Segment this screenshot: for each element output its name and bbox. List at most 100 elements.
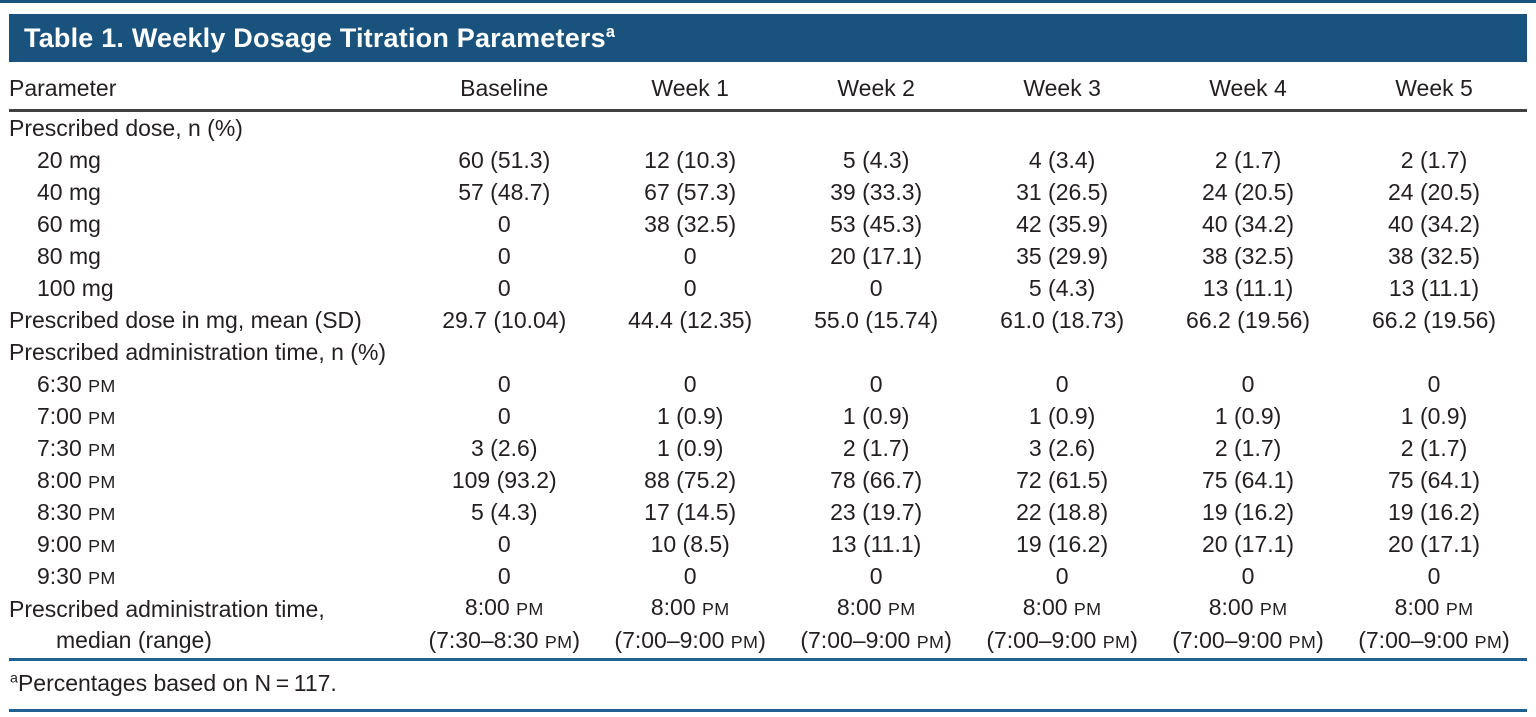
table-row: 7:30 PM 3 (2.6) 1 (0.9) 2 (1.7) 3 (2.6) 2 (1.… — [9, 432, 1527, 464]
table-title-bar: Table 1. Weekly Dosage Titration Paramet… — [9, 14, 1527, 62]
cell-value: 19 (16.2) — [1202, 498, 1295, 525]
cell-value: 60 (51.3) — [458, 146, 551, 173]
table-body: Prescribed dose, n (%) 20 mg 60 (51.3) 12 (… — [9, 111, 1527, 659]
cell-value: 0 — [1055, 562, 1069, 589]
cell-value: 0 — [683, 242, 697, 269]
footnote-text: Percentages based on N = 117. — [17, 670, 337, 696]
small-caps-pm: PM — [88, 375, 116, 396]
small-caps-pm: PM — [1474, 632, 1503, 652]
small-caps-pm: PM — [916, 632, 945, 652]
column-header-parameter: Parameter — [9, 75, 117, 101]
row-label: Prescribed dose in mg, mean (SD) — [9, 306, 362, 333]
cell-value — [411, 336, 597, 368]
cell-value: 5 (4.3) — [842, 146, 910, 173]
cell-value: 0 — [497, 402, 511, 429]
row-label: 80 mg — [37, 242, 101, 269]
cell-value: 0 — [497, 274, 511, 301]
cell-value: 2 (1.7) — [1214, 434, 1282, 461]
table-row: 9:00 PM 0 10 (8.5) 13 (11.1) 19 (16.2) 20 (17… — [9, 528, 1527, 560]
cell-value: 0 — [1427, 562, 1441, 589]
row-label: 60 mg — [37, 210, 101, 237]
column-header-week1: Week 1 — [651, 75, 729, 101]
cell-value: 8:00 PM (7:30–8:30 PM) — [428, 594, 581, 653]
cell-value: 44.4 (12.35) — [628, 306, 753, 333]
cell-value: 1 (0.9) — [1214, 402, 1282, 429]
cell-value: 8:00 PM (7:00–9:00 PM) — [614, 594, 766, 653]
cell-value: 5 (4.3) — [1028, 274, 1096, 301]
cell-value: 75 (64.1) — [1202, 466, 1295, 493]
small-caps-pm: PM — [88, 407, 116, 428]
cell-value: 10 (8.5) — [650, 530, 730, 557]
small-caps-pm: PM — [88, 439, 116, 460]
row-label: 8:30 PM — [37, 498, 116, 525]
table-row: 6:30 PM 0 0 0 0 0 0 — [9, 368, 1527, 400]
cell-value: 5 (4.3) — [471, 498, 538, 525]
row-label: 40 mg — [37, 178, 101, 205]
cell-value: 0 — [683, 274, 697, 301]
cell-value: 13 (11.1) — [1388, 274, 1480, 301]
cell-value: 2 (1.7) — [1400, 434, 1468, 461]
cell-value: 53 (45.3) — [830, 210, 923, 237]
cell-value: 23 (19.7) — [830, 498, 923, 525]
cell-value: 1 (0.9) — [1028, 402, 1096, 429]
small-caps-pm: PM — [730, 632, 759, 652]
cell-value: 13 (11.1) — [830, 530, 922, 557]
cell-value — [969, 336, 1155, 368]
row-label: 8:00 PM — [37, 466, 116, 493]
cell-value: 12 (10.3) — [644, 146, 737, 173]
table-row: 7:00 PM 0 1 (0.9) 1 (0.9) 1 (0.9) 1 (0.9) 1 (0… — [9, 400, 1527, 432]
cell-value: 61.0 (18.73) — [1000, 306, 1125, 333]
cell-value: 40 (34.2) — [1202, 210, 1295, 237]
cell-value: 78 (66.7) — [830, 466, 923, 493]
small-caps-pm: PM — [544, 632, 573, 652]
small-caps-pm: PM — [88, 567, 116, 588]
cell-value: 8:00 PM (7:00–9:00 PM) — [800, 594, 952, 653]
small-caps-pm: PM — [88, 471, 116, 492]
table-row: 40 mg 57 (48.7) 67 (57.3) 39 (33.3) 31 (26.5… — [9, 176, 1527, 208]
cell-value: 72 (61.5) — [1016, 466, 1109, 493]
cell-value — [1341, 336, 1527, 368]
small-caps-pm: PM — [1445, 599, 1474, 619]
row-label: Prescribed dose, n (%) — [9, 114, 243, 141]
small-caps-pm: PM — [702, 599, 730, 619]
cell-value: 38 (32.5) — [1387, 242, 1481, 269]
cell-value: 0 — [683, 370, 697, 397]
cell-value: 75 (64.1) — [1387, 466, 1481, 493]
column-header-week3: Week 3 — [1023, 75, 1101, 101]
cell-value: 38 (32.5) — [644, 210, 737, 237]
cell-value: 0 — [1427, 370, 1441, 397]
cell-value: 38 (32.5) — [1202, 242, 1295, 269]
cell-value: 0 — [497, 562, 511, 589]
row-label: 20 mg — [37, 146, 101, 173]
cell-value: 2 (1.7) — [1400, 146, 1468, 173]
cell-value: 0 — [869, 274, 883, 301]
bottom-border-rule — [9, 709, 1527, 712]
small-caps-pm: PM — [1102, 632, 1131, 652]
table-row: 9:30 PM 0 0 0 0 0 0 — [9, 560, 1527, 592]
cell-value: 109 (93.2) — [451, 466, 557, 493]
cell-value: 3 (2.6) — [471, 434, 538, 461]
cell-value: 4 (3.4) — [1028, 146, 1096, 173]
cell-value: 29.7 (10.04) — [442, 306, 567, 333]
table-row: 60 mg 0 38 (32.5) 53 (45.3) 42 (35.9) 40 (34.… — [9, 208, 1527, 240]
small-caps-pm: PM — [88, 535, 116, 556]
cell-value — [1341, 111, 1527, 145]
small-caps-pm: PM — [516, 599, 544, 619]
row-label: 6:30 PM — [37, 370, 116, 397]
cell-value: 8:00 PM (7:00–9:00 PM) — [1358, 594, 1510, 653]
small-caps-pm: PM — [1073, 599, 1102, 619]
cell-value: 1 (0.9) — [1400, 402, 1468, 429]
cell-value: 19 (16.2) — [1387, 498, 1481, 525]
table-title: Table 1. Weekly Dosage Titration Paramet… — [24, 23, 606, 53]
small-caps-pm: PM — [1259, 599, 1288, 619]
footnote-superscript: a — [10, 670, 18, 687]
cell-value — [411, 111, 597, 145]
table-row: Prescribed administration time, n (%) — [9, 336, 1527, 368]
cell-value — [1155, 111, 1341, 145]
cell-value: 0 — [1055, 370, 1069, 397]
cell-value: 88 (75.2) — [644, 466, 737, 493]
row-label: 7:00 PM — [37, 402, 116, 429]
row-label: 100 mg — [37, 274, 114, 301]
table-row: Prescribed administration time, median (r… — [9, 592, 1527, 658]
cell-value: 20 (17.1) — [1387, 530, 1481, 557]
